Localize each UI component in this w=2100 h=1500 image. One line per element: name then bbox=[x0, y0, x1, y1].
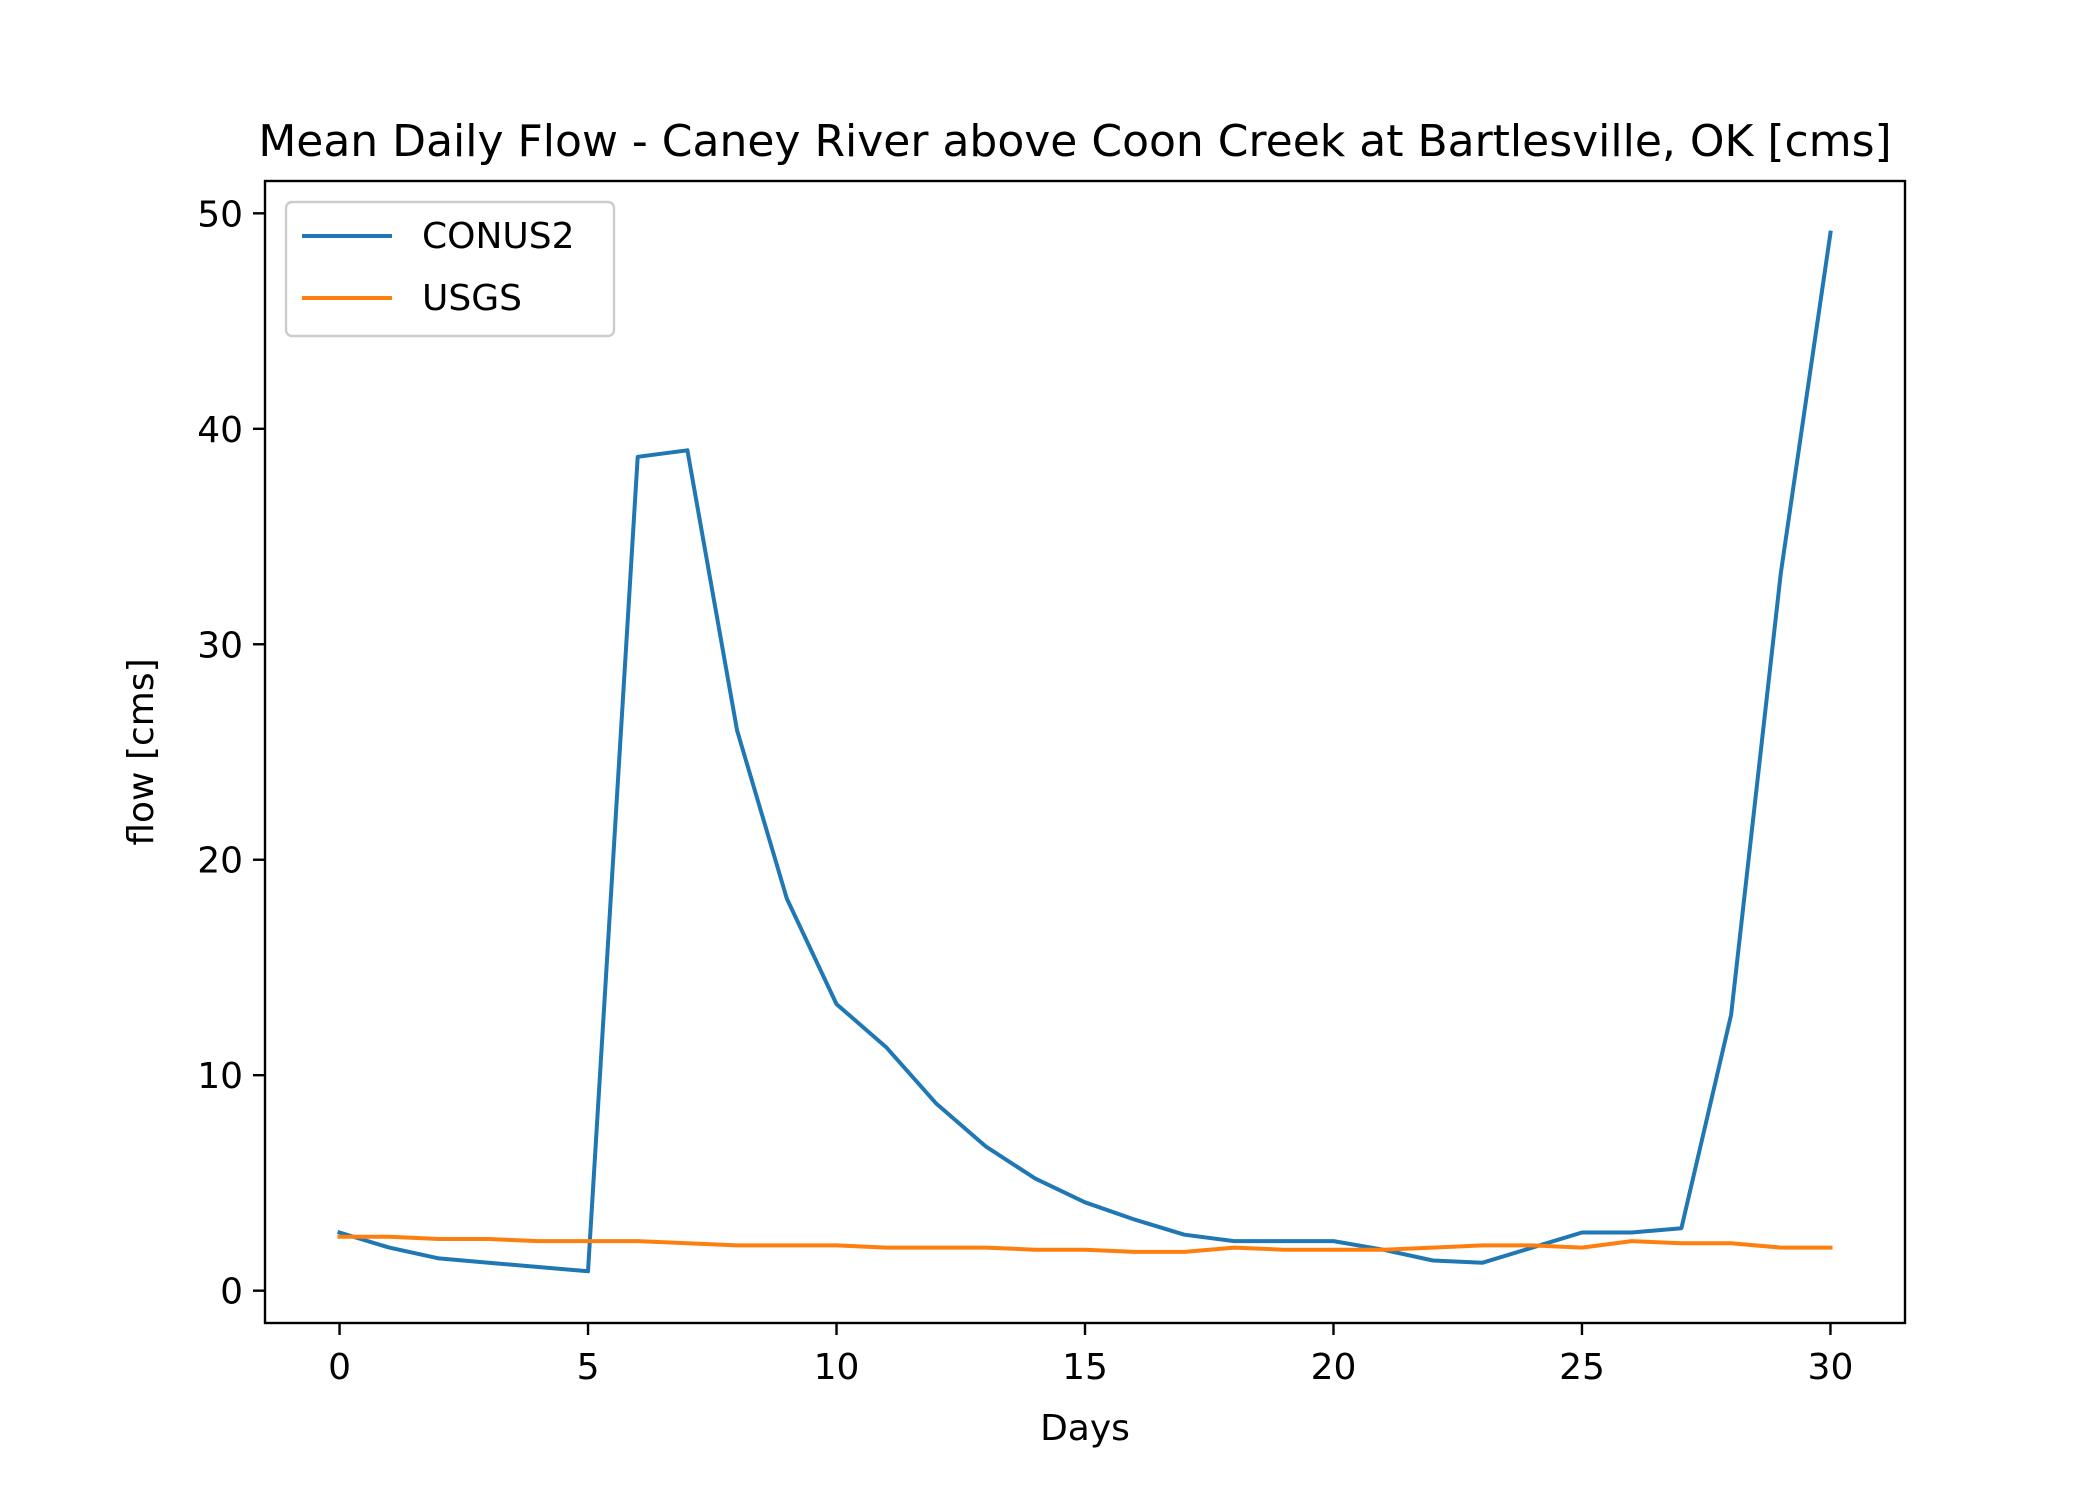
y-tick-label: 20 bbox=[197, 841, 243, 882]
x-tick-label: 0 bbox=[328, 1347, 351, 1388]
y-axis-label: flow [cms] bbox=[121, 658, 162, 845]
y-tick-label: 40 bbox=[197, 410, 243, 451]
series-line-usgs bbox=[337, 1234, 1833, 1254]
y-axis-ticks: 0 10 20 30 40 50 bbox=[197, 194, 265, 1313]
series-line-conus2 bbox=[337, 230, 1833, 1274]
x-tick-label: 5 bbox=[577, 1347, 600, 1388]
x-tick-label: 15 bbox=[1062, 1347, 1108, 1388]
chart-title: Mean Daily Flow - Caney River above Coon… bbox=[258, 116, 1891, 167]
y-tick-label: 10 bbox=[197, 1056, 243, 1097]
y-tick-label: 50 bbox=[197, 194, 243, 235]
series-layer bbox=[337, 230, 1833, 1274]
y-tick-label: 0 bbox=[220, 1272, 243, 1313]
legend-label-conus2: CONUS2 bbox=[422, 216, 575, 257]
plot-frame bbox=[263, 179, 1907, 1325]
y-tick-label: 30 bbox=[197, 625, 243, 666]
x-axis-ticks: 0 5 10 15 20 25 30 bbox=[328, 1323, 1853, 1388]
x-tick-label: 25 bbox=[1559, 1347, 1605, 1388]
x-tick-label: 20 bbox=[1311, 1347, 1357, 1388]
x-tick-label: 30 bbox=[1808, 1347, 1854, 1388]
legend-label-usgs: USGS bbox=[422, 278, 522, 319]
x-axis-label: Days bbox=[1040, 1408, 1130, 1449]
legend: CONUS2 USGS bbox=[284, 200, 616, 338]
x-tick-label: 10 bbox=[814, 1347, 860, 1388]
